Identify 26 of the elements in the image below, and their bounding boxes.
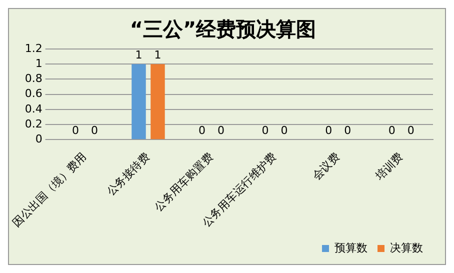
data-label: 0 (262, 124, 269, 138)
data-label: 0 (325, 124, 332, 138)
y-tick-label: 1 (35, 56, 42, 70)
chart-title: “三公”经费预决算图 (130, 17, 316, 42)
data-label: 0 (344, 124, 352, 138)
data-label: 0 (198, 124, 206, 138)
y-tick-label: 0.2 (24, 117, 42, 130)
data-label: 1 (135, 48, 142, 62)
data-label: 0 (280, 124, 288, 138)
legend-label: 预算数 (334, 241, 368, 254)
data-label: 0 (388, 124, 396, 138)
data-label: 0 (407, 124, 414, 138)
y-tick-label: 0.4 (24, 102, 42, 116)
y-tick-label: 1.2 (24, 42, 42, 55)
data-label: 0 (72, 124, 79, 138)
data-label: 0 (90, 124, 98, 138)
x-tick-label: 因公出国（境）费用 (10, 150, 90, 230)
x-tick-label: 会议费 (310, 150, 342, 183)
data-label: 0 (218, 124, 225, 138)
y-tick-label: 0 (35, 132, 42, 146)
data-label: 1 (154, 48, 162, 62)
x-tick-label: 培训费 (372, 150, 406, 184)
y-tick-label: 0.6 (24, 87, 42, 100)
y-tick-label: 0.8 (24, 72, 42, 86)
x-tick-label: 公务接待费 (104, 150, 152, 198)
legend-label: 决算数 (390, 241, 423, 254)
